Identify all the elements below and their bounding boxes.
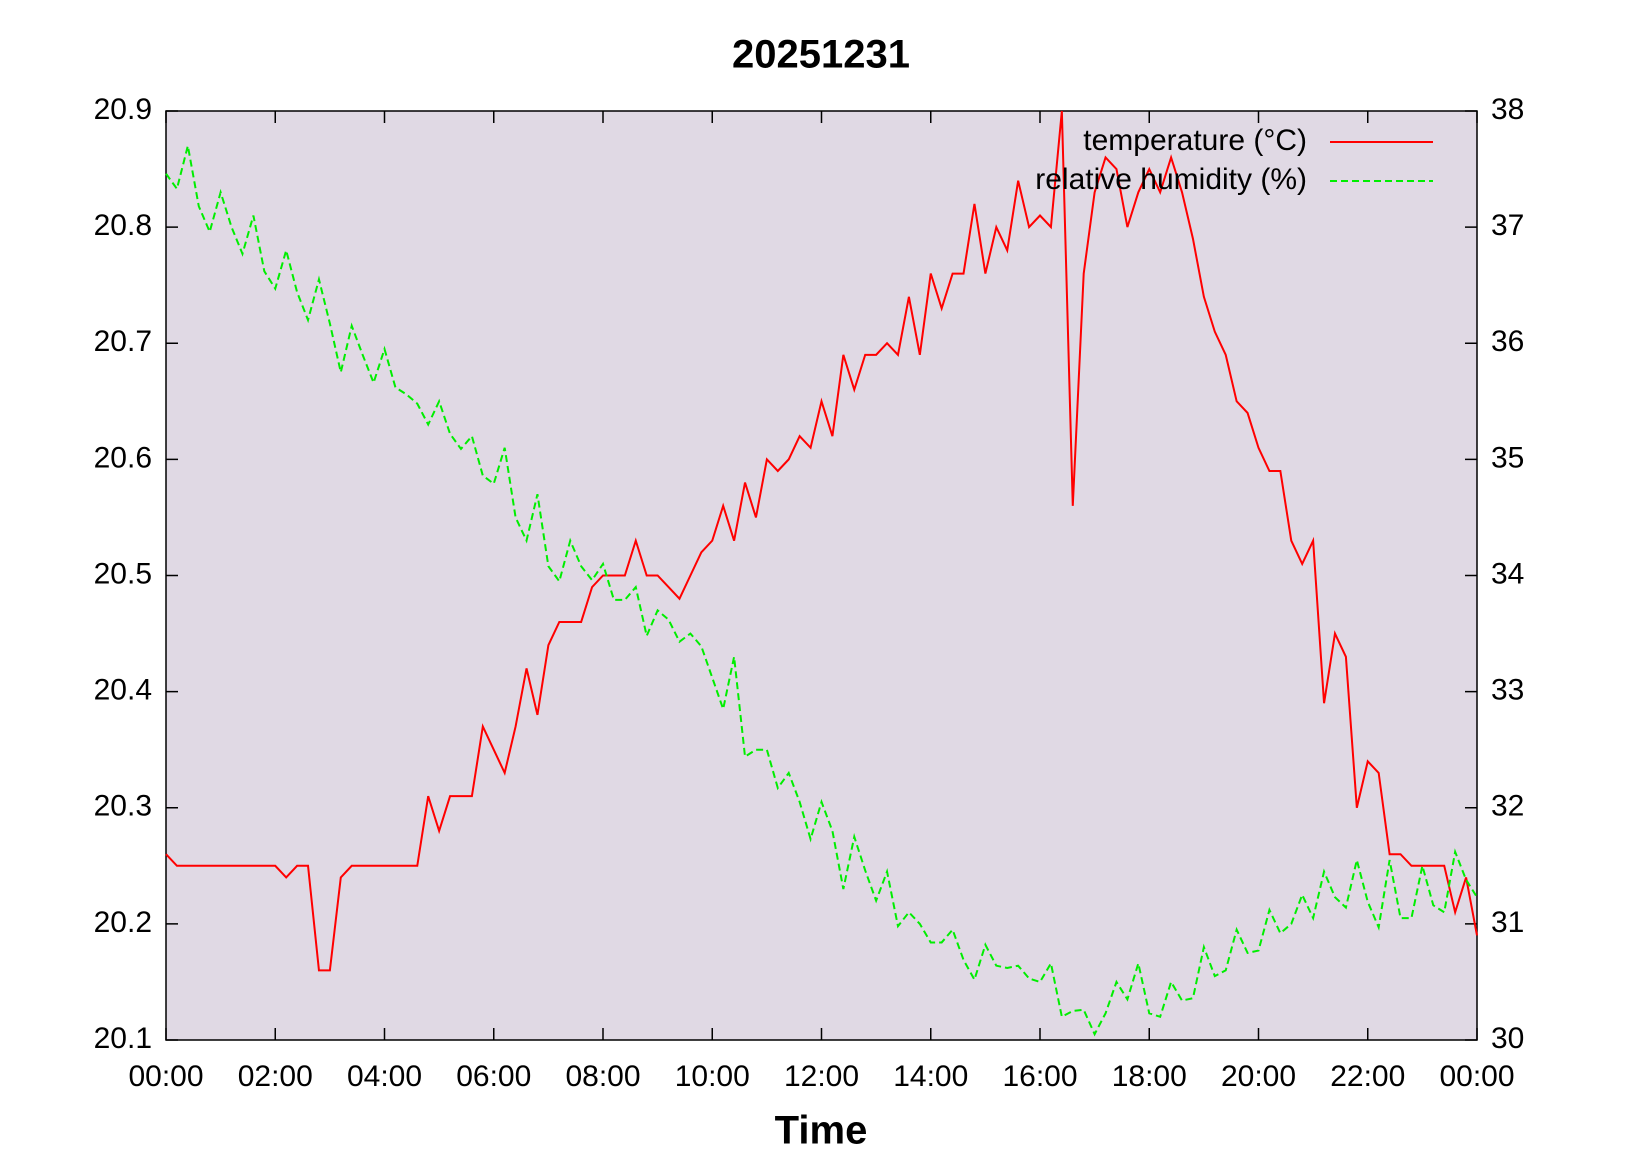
y2-tick-label: 37 (1491, 209, 1524, 242)
y-tick-label: 20.2 (94, 906, 152, 939)
y-tick-label: 20.5 (94, 557, 152, 590)
x-tick-label: 00:00 (128, 1060, 203, 1093)
y2-tick-label: 34 (1491, 557, 1524, 590)
series-line (165, 145, 1478, 1037)
y-tick-label: 20.8 (94, 209, 152, 242)
x-tick-label: 10:00 (675, 1060, 750, 1093)
x-tick-label: 18:00 (1112, 1060, 1187, 1093)
legend-label: temperature (°C) (1083, 124, 1307, 157)
y2-tick-label: 38 (1491, 93, 1524, 126)
x-tick-label: 22:00 (1330, 1060, 1405, 1093)
y2-tick-label: 31 (1491, 906, 1524, 939)
y-tick-label: 20.7 (94, 325, 152, 358)
y2-tick-label: 32 (1491, 790, 1524, 823)
y-tick-label: 20.6 (94, 441, 152, 474)
plot-area (165, 110, 1478, 1041)
x-tick-label: 08:00 (565, 1060, 640, 1093)
series-line (165, 110, 1478, 972)
x-axis-label: Time (775, 1109, 868, 1153)
y2-tick-label: 33 (1491, 674, 1524, 707)
y2-tick-label: 35 (1491, 441, 1524, 474)
x-tick-label: 00:00 (1439, 1060, 1514, 1093)
x-tick-label: 06:00 (456, 1060, 531, 1093)
y-tick-label: 20.4 (94, 674, 152, 707)
x-tick-label: 20:00 (1221, 1060, 1296, 1093)
y2-tick-label: 30 (1491, 1022, 1524, 1055)
y-tick-label: 20.9 (94, 93, 152, 126)
y2-tick-label: 36 (1491, 325, 1524, 358)
chart-title: 20251231 (732, 33, 910, 77)
x-tick-label: 04:00 (347, 1060, 422, 1093)
x-tick-label: 16:00 (1002, 1060, 1077, 1093)
y-tick-label: 20.3 (94, 790, 152, 823)
legend-label: relative humidity (%) (1035, 163, 1307, 196)
y-tick-label: 20.1 (94, 1022, 152, 1055)
x-tick-label: 12:00 (784, 1060, 859, 1093)
x-tick-label: 02:00 (238, 1060, 313, 1093)
x-tick-label: 14:00 (893, 1060, 968, 1093)
